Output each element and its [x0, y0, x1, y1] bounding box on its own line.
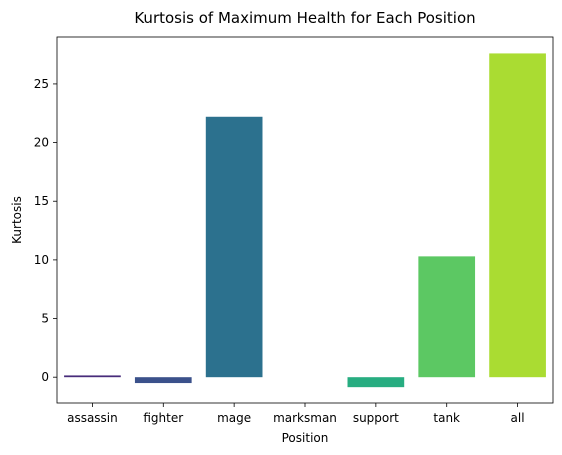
bar-fighter: [134, 377, 192, 384]
bar-all: [489, 53, 546, 378]
x-tick-label-all: all: [511, 411, 525, 425]
x-tick-label-marksman: marksman: [273, 411, 337, 425]
y-tick-label-10: 10: [34, 253, 49, 267]
bar-support: [347, 377, 405, 388]
y-tick-label-20: 20: [34, 136, 49, 150]
x-tick-label-tank: tank: [433, 411, 460, 425]
bars-group: [64, 53, 546, 388]
y-tick-label-25: 25: [34, 77, 49, 91]
chart-title: Kurtosis of Maximum Health for Each Posi…: [134, 9, 475, 27]
x-tick-label-fighter: fighter: [143, 411, 183, 425]
y-tick-label-15: 15: [34, 194, 49, 208]
bar-assassin: [64, 375, 121, 378]
x-tick-label-assassin: assassin: [67, 411, 118, 425]
y-axis-label: Kurtosis: [10, 196, 24, 244]
bar-tank: [418, 256, 476, 378]
x-tick-label-support: support: [353, 411, 399, 425]
plot-frame: [56, 36, 554, 404]
y-tick-label-0: 0: [41, 370, 49, 384]
x-axis-ticks: assassin fighter mage marksman support tank al…: [67, 403, 525, 425]
bar-mage: [205, 116, 263, 378]
y-axis-ticks: 0 5 10 15 20 25: [34, 77, 57, 384]
y-tick-label-5: 5: [41, 312, 49, 326]
x-tick-label-mage: mage: [217, 411, 251, 425]
x-axis-label: Position: [282, 431, 329, 445]
